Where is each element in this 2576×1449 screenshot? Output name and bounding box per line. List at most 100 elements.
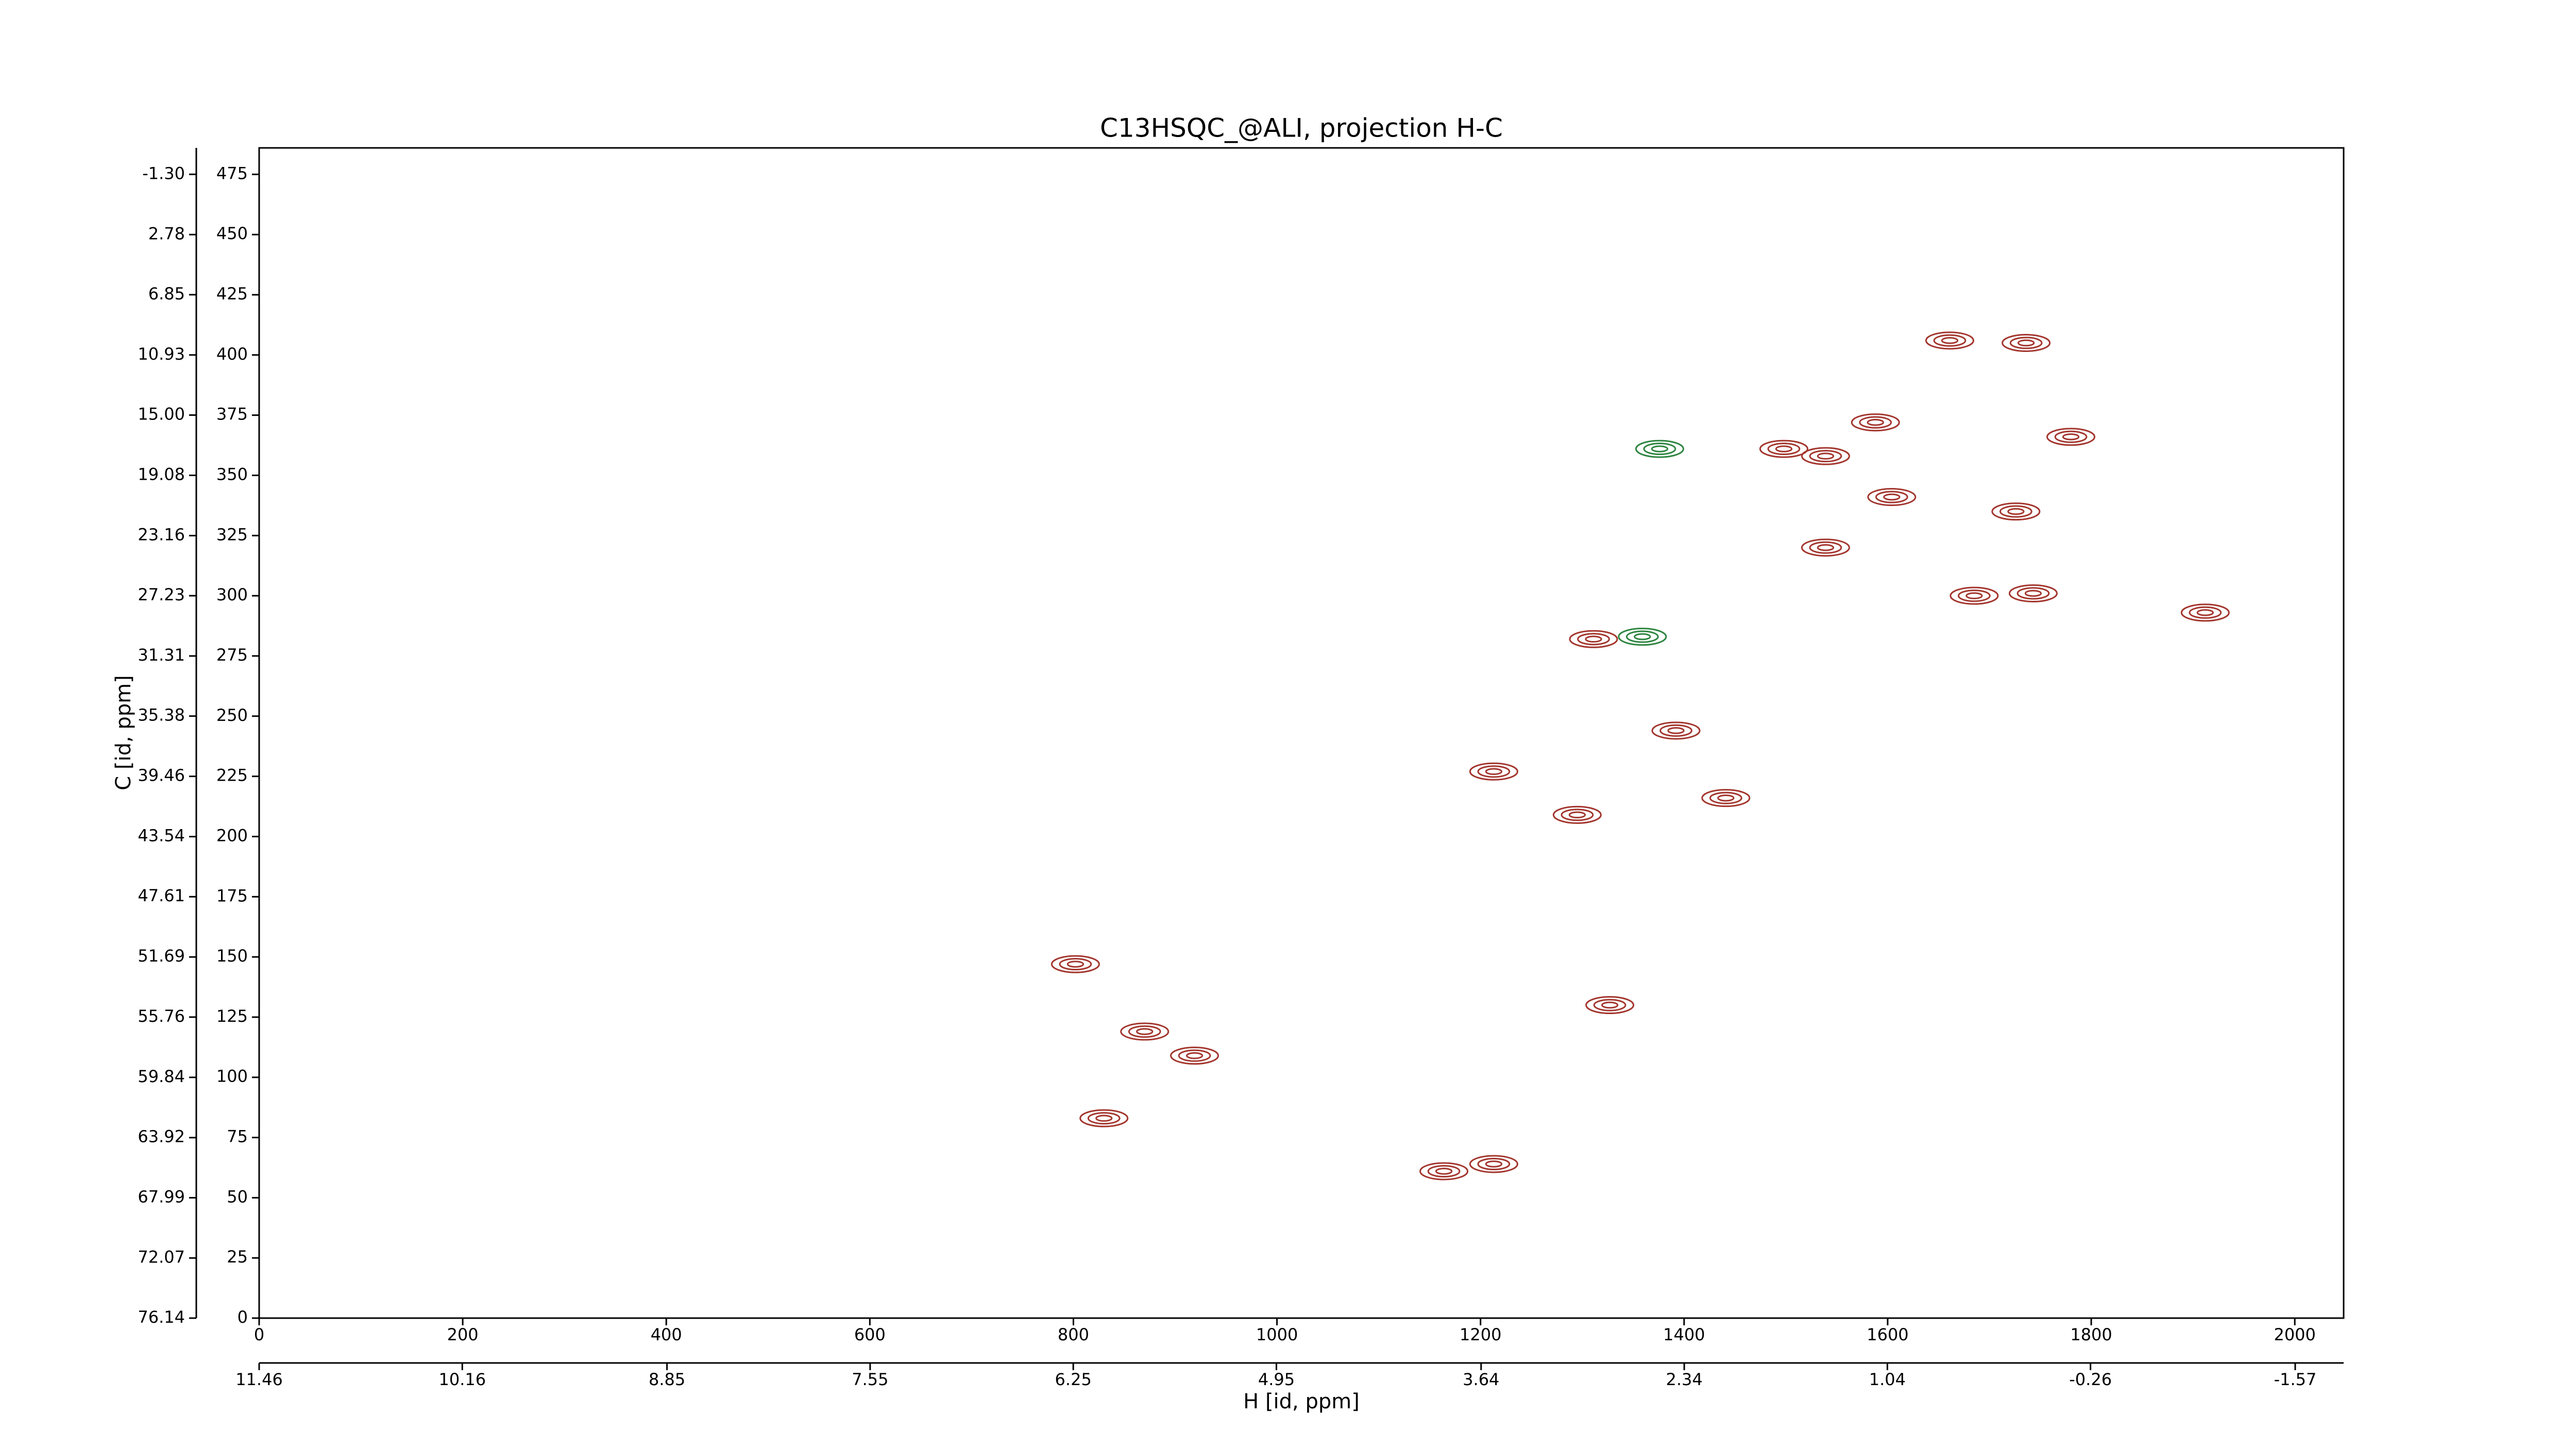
peak-contour [1136, 1028, 1154, 1035]
peak [1950, 586, 1999, 605]
y-tick-label: 75 [227, 1127, 248, 1147]
peak-contour [1933, 334, 1967, 347]
peak-contour [1485, 1160, 1503, 1168]
y-tick-label: 250 [216, 705, 248, 725]
y-tick-label: 0 [238, 1307, 248, 1327]
x2-tick-label: 1.04 [1869, 1370, 1906, 1389]
peak-contour [1066, 961, 1084, 968]
peak [1991, 502, 2041, 521]
y-tick-label: 400 [216, 344, 248, 364]
y-tick-label: 50 [227, 1187, 248, 1206]
peak-contour [1128, 1025, 1161, 1038]
peak-contour [2189, 606, 2222, 619]
x2-tick-label: 8.85 [649, 1370, 685, 1389]
y2-tick-label: 31.31 [138, 645, 185, 665]
peak-contour [2196, 609, 2214, 616]
peak-contour [2062, 433, 2080, 441]
peak-contour [1867, 488, 1917, 507]
x2-tick-label: 10.16 [438, 1370, 486, 1389]
peak-contour [2007, 508, 2025, 515]
peak-contour [1120, 1022, 1170, 1041]
y-tick-label: 100 [216, 1067, 248, 1086]
x2-tick-label: 6.25 [1055, 1370, 1092, 1389]
peak-contour [1817, 544, 1835, 551]
peak-contour [1775, 445, 1793, 452]
x-tick-label: 1800 [2070, 1325, 2112, 1344]
x-tick-label: 1400 [1663, 1325, 1705, 1344]
peak-contour [1851, 413, 1900, 432]
peak-contour [1759, 440, 1808, 458]
peak-contour [1419, 1162, 1469, 1181]
peak-contour [2008, 584, 2058, 602]
y-tick-label: 225 [216, 766, 248, 785]
peak [1635, 440, 1684, 458]
peak-contour [2017, 339, 2035, 347]
chart-title: C13HSQC_@ALI, projection H-C [1100, 113, 1503, 143]
peak-contour [1477, 765, 1511, 778]
peak [1469, 762, 1518, 781]
peak-contour [2016, 587, 2050, 600]
y2-tick-label: -1.30 [142, 163, 185, 183]
peak-contour [1643, 443, 1676, 456]
peak-contour [1569, 630, 1618, 648]
peak [2046, 428, 2096, 446]
peak-contour [1087, 1112, 1121, 1125]
peak-contour [1585, 996, 1635, 1015]
y2-tick-label: 27.23 [138, 585, 185, 604]
peak [1801, 447, 1850, 465]
peak [1585, 996, 1635, 1015]
peak [1552, 805, 1602, 824]
peak-contour [1561, 808, 1594, 821]
peak-contour [1651, 445, 1669, 452]
peak-contour [2046, 428, 2096, 446]
y2-tick-label: 15.00 [138, 405, 185, 424]
peak-contour [2180, 603, 2230, 622]
peak-contour [1427, 1165, 1461, 1178]
peak-contour [1477, 1157, 1511, 1170]
y-tick-label: 450 [216, 224, 248, 243]
y-tick-label: 375 [216, 405, 248, 424]
x2-tick-label: 7.55 [852, 1370, 888, 1389]
x-tick-label: 1600 [1867, 1325, 1908, 1344]
peak-contour [1801, 538, 1850, 557]
y-tick-label: 275 [216, 645, 248, 665]
y2-tick-label: 35.38 [138, 705, 185, 725]
peak [2008, 584, 2058, 602]
peak-contour [1717, 794, 1735, 802]
peak-contour [1801, 447, 1850, 465]
peak-contour [1659, 724, 1692, 737]
peak [2002, 334, 2051, 352]
y-tick-label: 325 [216, 525, 248, 544]
y2-tick-label: 63.92 [138, 1127, 185, 1147]
peak-contour [1079, 1109, 1129, 1127]
y2-tick-label: 59.84 [138, 1067, 185, 1086]
x-tick-label: 1000 [1256, 1325, 1298, 1344]
x-tick-label: 1200 [1460, 1325, 1501, 1344]
peak-contour [1185, 1052, 1204, 1059]
y2-tick-label: 39.46 [138, 766, 185, 785]
y2-tick-label: 10.93 [138, 344, 185, 364]
y2-tick-label: 23.16 [138, 525, 185, 544]
peak [1867, 488, 1917, 507]
y2-tick-label: 76.14 [138, 1307, 185, 1327]
peak [1170, 1047, 1219, 1065]
y2-tick-label: 55.76 [138, 1006, 185, 1026]
peak-contour [1809, 450, 1842, 463]
peak [1618, 628, 1667, 646]
peak-contour [1059, 958, 1092, 971]
peak [1050, 955, 1100, 973]
peak-contour [1593, 999, 1626, 1012]
peak-contour [1883, 493, 1901, 501]
y-tick-label: 300 [216, 585, 248, 604]
y-tick-label: 200 [216, 825, 248, 845]
peak-contour [1875, 491, 1908, 503]
peak-contour [1095, 1115, 1113, 1122]
peak-contour [1651, 721, 1701, 740]
peak-contour [1667, 727, 1685, 734]
peak-contour [1958, 589, 1991, 602]
y2-tick-label: 47.61 [138, 886, 185, 905]
peak-contour [1709, 791, 1742, 804]
peak-contour [1485, 768, 1503, 776]
y2-tick-label: 19.08 [138, 464, 185, 484]
